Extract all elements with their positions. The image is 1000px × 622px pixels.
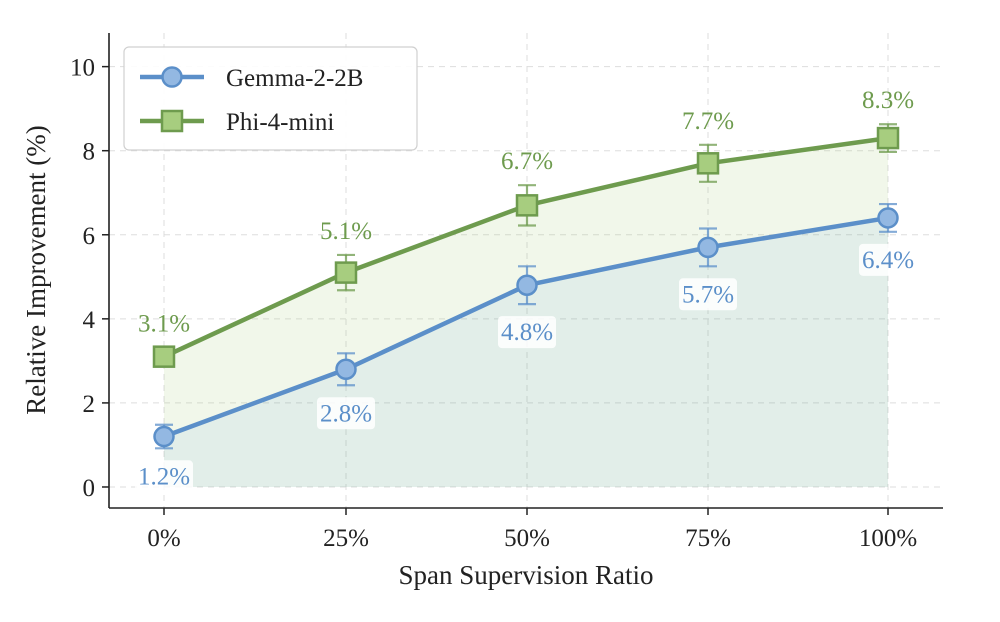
data-point (515, 194, 539, 217)
x-tick-label: 25% (323, 525, 369, 552)
data-label: 3.1% (138, 310, 190, 337)
y-tick-label: 4 (83, 307, 96, 334)
data-label-bg (135, 460, 193, 493)
data-label-bg (859, 243, 917, 276)
data-point (334, 261, 358, 284)
y-axis-label: Relative Improvement (%) (21, 125, 51, 414)
data-label-bg (317, 397, 375, 430)
data-label: 2.8% (320, 400, 372, 427)
y-tick-label: 10 (70, 55, 95, 82)
data-label: 1.2% (138, 463, 190, 490)
data-label-bg (498, 316, 556, 349)
data-point (876, 126, 900, 150)
series-phi-4-mini (152, 123, 900, 368)
x-tick-label: 75% (685, 525, 731, 552)
x-axis-label: Span Supervision Ratio (399, 560, 654, 590)
data-label: 7.7% (682, 108, 734, 135)
legend-item-phi-4-mini: Phi-4-mini (140, 109, 334, 136)
y-tick-label: 8 (83, 139, 96, 166)
data-label-bg (679, 278, 737, 311)
data-point (153, 425, 175, 448)
data-label: 8.3% (862, 87, 914, 114)
series-gemma-2-2b (153, 202, 899, 450)
data-label: 6.4% (862, 247, 914, 274)
data-label: 6.7% (501, 148, 553, 175)
data-point (696, 152, 720, 175)
data-point (516, 274, 538, 296)
legend: Gemma-2-2B Phi-4-mini (123, 46, 418, 151)
data-point (152, 345, 176, 368)
series (152, 123, 900, 450)
y-tick-label: 0 (83, 475, 96, 502)
data-point (877, 207, 899, 229)
data-labels: 1.2% 2.8% 4.8% 5.7% 6.4% 3.1% 5.1% 6.7% 7.7% 8.3% (135, 87, 917, 493)
legend-marker (161, 66, 183, 88)
y-tick-label: 2 (83, 391, 96, 418)
data-label: 4.8% (501, 319, 553, 346)
data-label: 5.7% (682, 281, 734, 308)
legend-box (123, 46, 418, 151)
legend-label: Gemma-2-2B (226, 65, 363, 92)
legend-item-gemma-2-2b: Gemma-2-2B (140, 65, 363, 92)
x-tick-label: 100% (859, 525, 917, 552)
x-tick-label: 50% (504, 525, 550, 552)
data-point (335, 358, 357, 381)
data-point (697, 236, 719, 259)
legend-label: Phi-4-mini (226, 109, 334, 136)
x-tick-label: 0% (147, 525, 180, 552)
data-label: 5.1% (320, 218, 372, 245)
legend-marker (160, 109, 184, 133)
y-tick-label: 6 (83, 223, 96, 250)
axes (108, 33, 943, 509)
